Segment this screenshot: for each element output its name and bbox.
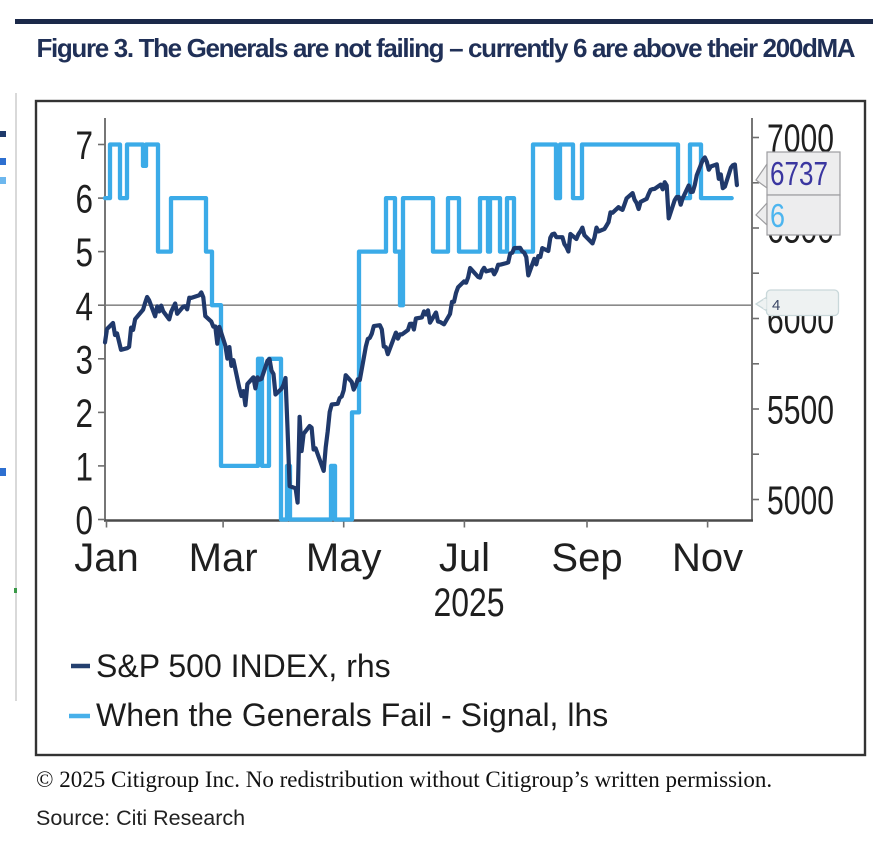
svg-text:6: 6 bbox=[76, 178, 94, 222]
svg-text:2025: 2025 bbox=[434, 581, 505, 625]
svg-text:4: 4 bbox=[772, 297, 780, 314]
svg-text:5500: 5500 bbox=[767, 389, 834, 433]
svg-text:6: 6 bbox=[770, 197, 785, 234]
svg-text:3: 3 bbox=[76, 338, 94, 382]
svg-text:Jan: Jan bbox=[74, 536, 139, 580]
svg-text:When the Generals Fail - Signa: When the Generals Fail - Signal, lhs bbox=[96, 697, 608, 733]
svg-text:5: 5 bbox=[76, 231, 94, 275]
svg-text:0: 0 bbox=[76, 499, 94, 543]
svg-text:S&P 500 INDEX, rhs: S&P 500 INDEX, rhs bbox=[96, 648, 391, 684]
svg-text:1: 1 bbox=[76, 446, 94, 490]
svg-text:Jul: Jul bbox=[439, 536, 490, 580]
svg-text:7: 7 bbox=[76, 124, 94, 168]
svg-text:2: 2 bbox=[76, 392, 94, 436]
svg-text:6737: 6737 bbox=[770, 155, 828, 192]
svg-text:Mar: Mar bbox=[189, 536, 258, 580]
svg-text:5000: 5000 bbox=[767, 479, 834, 523]
svg-text:Nov: Nov bbox=[672, 536, 743, 580]
svg-text:May: May bbox=[306, 536, 382, 580]
svg-text:Sep: Sep bbox=[551, 536, 622, 580]
svg-text:4: 4 bbox=[76, 285, 94, 329]
